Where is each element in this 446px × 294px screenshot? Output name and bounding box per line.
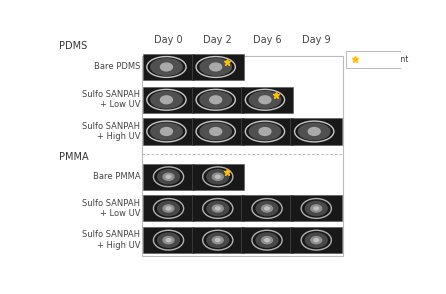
Circle shape <box>262 205 273 212</box>
Text: Day 9: Day 9 <box>302 35 330 45</box>
Text: Detachment: Detachment <box>361 55 409 64</box>
Text: PDMS: PDMS <box>59 41 87 51</box>
Circle shape <box>308 128 320 136</box>
Circle shape <box>259 128 271 136</box>
Circle shape <box>207 170 229 184</box>
Circle shape <box>166 207 171 210</box>
Text: Sulfo SANPAH
+ High UV: Sulfo SANPAH + High UV <box>83 230 140 250</box>
Ellipse shape <box>200 123 231 140</box>
Bar <box>143 54 194 80</box>
Circle shape <box>163 173 174 180</box>
Ellipse shape <box>200 59 231 75</box>
Circle shape <box>207 233 229 247</box>
Bar <box>192 118 244 145</box>
Circle shape <box>207 201 229 216</box>
Circle shape <box>157 233 179 247</box>
Circle shape <box>306 201 327 216</box>
Circle shape <box>212 237 223 244</box>
Circle shape <box>157 201 179 216</box>
Circle shape <box>157 170 179 184</box>
Circle shape <box>265 207 269 210</box>
Bar <box>192 164 244 190</box>
Bar <box>241 227 293 253</box>
Circle shape <box>212 205 223 212</box>
Bar <box>143 227 194 253</box>
Circle shape <box>166 239 171 242</box>
Bar <box>241 196 293 221</box>
Circle shape <box>215 239 220 242</box>
Bar <box>241 118 293 145</box>
Text: Bare PMMA: Bare PMMA <box>93 172 140 181</box>
Ellipse shape <box>249 123 281 140</box>
Bar <box>192 227 244 253</box>
Circle shape <box>210 63 222 71</box>
Bar <box>142 56 343 256</box>
Circle shape <box>256 233 278 247</box>
Text: Sulfo SANPAH
+ Low UV: Sulfo SANPAH + Low UV <box>83 90 140 109</box>
Bar <box>241 87 293 113</box>
Circle shape <box>212 173 223 180</box>
Text: Day 6: Day 6 <box>253 35 281 45</box>
Ellipse shape <box>151 59 182 75</box>
Circle shape <box>163 237 174 244</box>
Bar <box>143 118 194 145</box>
Bar <box>290 227 342 253</box>
Circle shape <box>210 96 222 104</box>
Ellipse shape <box>249 91 281 108</box>
FancyBboxPatch shape <box>346 51 401 68</box>
Ellipse shape <box>151 91 182 108</box>
Circle shape <box>314 207 318 210</box>
Text: Bare PDMS: Bare PDMS <box>94 62 140 71</box>
Bar <box>192 54 244 80</box>
Text: Day 0: Day 0 <box>154 35 183 45</box>
Ellipse shape <box>200 91 231 108</box>
Circle shape <box>163 205 174 212</box>
Ellipse shape <box>151 123 182 140</box>
Ellipse shape <box>298 123 330 140</box>
Circle shape <box>262 237 273 244</box>
Circle shape <box>259 96 271 104</box>
Circle shape <box>306 233 327 247</box>
Circle shape <box>161 96 173 104</box>
Circle shape <box>256 201 278 216</box>
Circle shape <box>210 128 222 136</box>
Circle shape <box>311 237 322 244</box>
Circle shape <box>265 239 269 242</box>
Bar <box>143 196 194 221</box>
Text: Sulfo SANPAH
+ Low UV: Sulfo SANPAH + Low UV <box>83 199 140 218</box>
Bar <box>192 87 244 113</box>
Circle shape <box>314 239 318 242</box>
Circle shape <box>215 207 220 210</box>
Circle shape <box>161 63 173 71</box>
Text: Sulfo SANPAH
+ High UV: Sulfo SANPAH + High UV <box>83 122 140 141</box>
Bar <box>192 196 244 221</box>
Circle shape <box>161 128 173 136</box>
Circle shape <box>311 205 322 212</box>
Circle shape <box>215 175 220 178</box>
Circle shape <box>166 175 171 178</box>
Bar <box>143 87 194 113</box>
Bar <box>290 118 342 145</box>
Bar <box>290 196 342 221</box>
Bar <box>143 164 194 190</box>
Text: PMMA: PMMA <box>59 152 89 162</box>
Text: Day 2: Day 2 <box>203 35 232 45</box>
